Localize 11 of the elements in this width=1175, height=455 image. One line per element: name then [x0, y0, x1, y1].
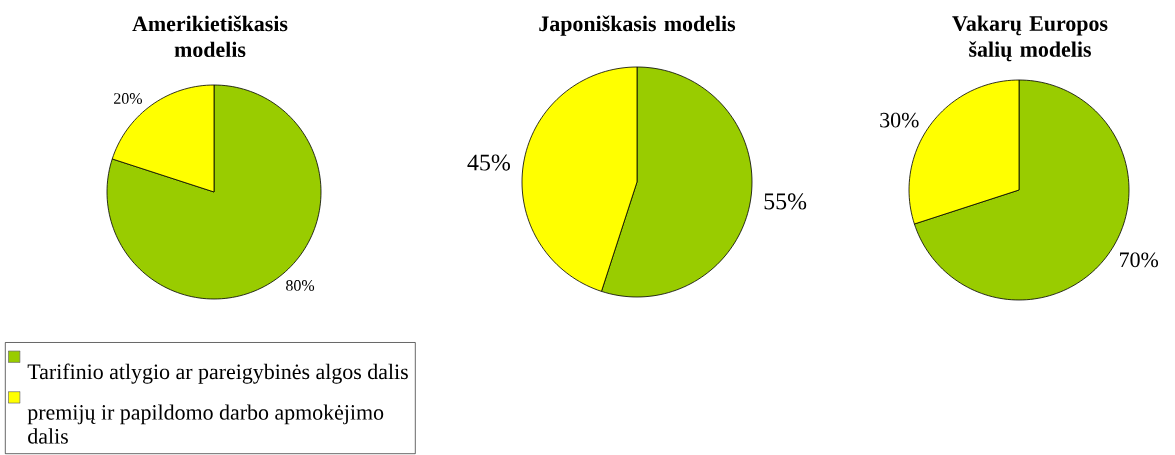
data-label: 55%: [764, 193, 807, 210]
chart-title: Japoniškasis modelis: [539, 15, 736, 36]
data-label: 30%: [880, 112, 919, 128]
legend-label: Tarifinio atlygio ar pareigybinės algos dalis: [27, 363, 408, 384]
data-label: 20%: [114, 93, 143, 104]
data-label: 45%: [467, 154, 510, 171]
data-label: 70%: [1120, 252, 1159, 268]
legend-label: premijų ir papildomo darbo apmokėjimo dalis: [27, 404, 384, 444]
chart-title: Vakarų Europos šalių modelis: [952, 15, 1108, 62]
data-label: 80%: [286, 280, 315, 291]
chart-title: Amerikietiškasis modelis: [132, 15, 288, 58]
